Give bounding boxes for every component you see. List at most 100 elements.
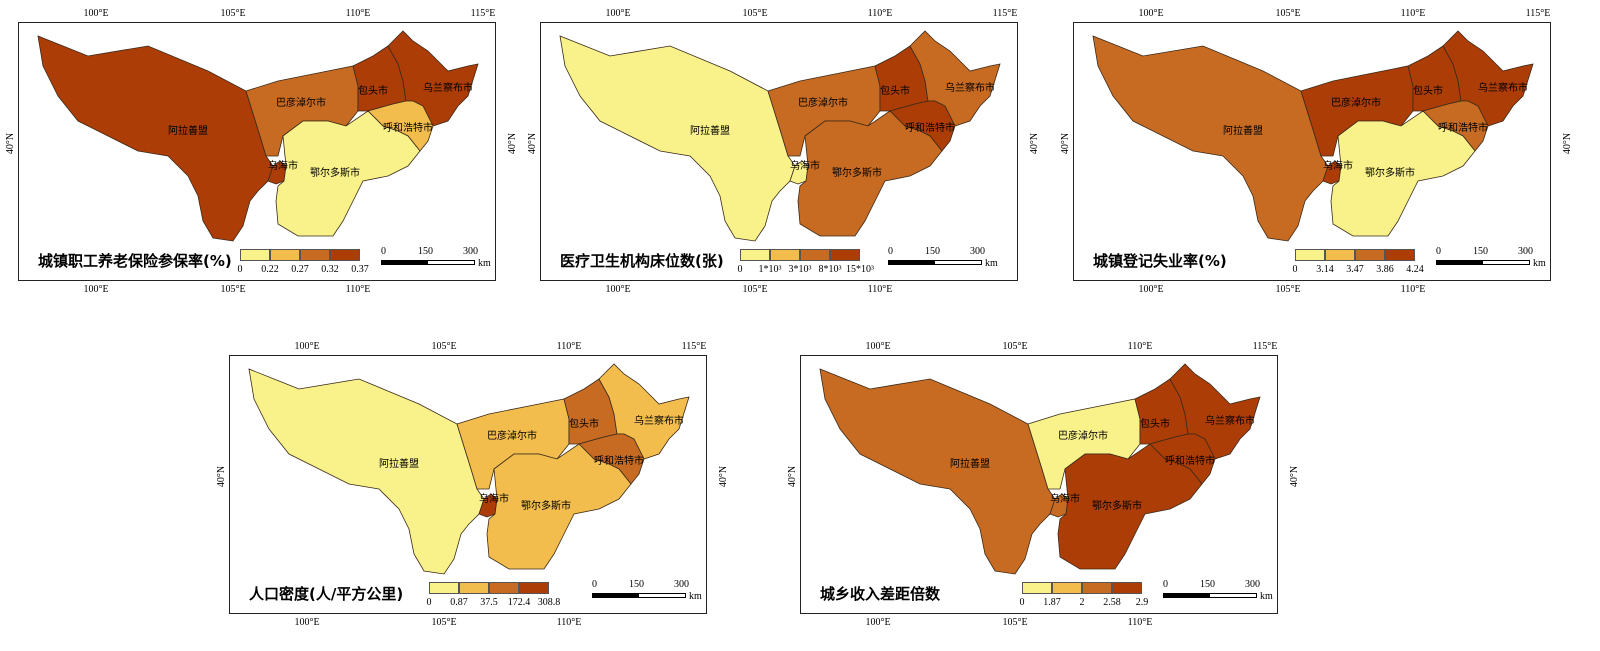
region-label: 包头市 <box>358 84 388 97</box>
longitude-tick-label: 105°E <box>1002 617 1028 628</box>
region-乌兰察布市[interactable] <box>387 30 479 127</box>
longitude-tick-label: 110°E <box>556 341 582 352</box>
region-label: 阿拉善盟 <box>950 457 990 470</box>
longitude-tick-label: 100°E <box>1138 284 1164 295</box>
region-乌兰察布市[interactable] <box>909 30 1001 127</box>
scale-bar-label: 0 <box>1436 246 1441 257</box>
map-panel-population-density: 100°E 105°E 110°E 115°E 100°E 105°E 110°E 40°N 4… <box>216 341 729 628</box>
region-鄂尔多斯市[interactable] <box>275 110 421 237</box>
longitude-tick-label: 100°E <box>294 341 320 352</box>
region-label: 呼和浩特市 <box>594 454 644 467</box>
map-panel-income-gap: 100°E 105°E 110°E 115°E 100°E 105°E 110°E 40°N 4… <box>787 341 1300 628</box>
scale-bar <box>1163 593 1257 598</box>
region-label: 乌海市 <box>1323 159 1353 172</box>
legend-break-label: 2.58 <box>1103 597 1121 608</box>
region-鄂尔多斯市[interactable] <box>797 110 943 237</box>
region-label: 鄂尔多斯市 <box>310 166 360 179</box>
scale-bar-label: 300 <box>1518 246 1533 257</box>
region-乌兰察布市[interactable] <box>598 363 690 460</box>
map-title: 城镇登记失业率(%) <box>1093 252 1227 270</box>
region-鄂尔多斯市[interactable] <box>1330 110 1476 237</box>
longitude-tick-label: 110°E <box>1400 284 1426 295</box>
legend-break-label: 0 <box>237 264 243 275</box>
longitude-tick-label: 115°E <box>1525 8 1551 19</box>
region-label: 巴彦淖尔市 <box>1058 429 1108 442</box>
longitude-tick-label: 105°E <box>431 341 457 352</box>
region-label: 鄂尔多斯市 <box>521 499 571 512</box>
region-label: 乌兰察布市 <box>1478 81 1528 94</box>
legend-swatch <box>1295 249 1325 261</box>
region-鄂尔多斯市[interactable] <box>1057 443 1203 570</box>
region-乌兰察布市[interactable] <box>1442 30 1534 127</box>
scale-bar <box>592 593 686 598</box>
map-panel-unemployment: 100°E 105°E 110°E 115°E 100°E 105°E 110°E 40°N 4… <box>1060 8 1573 295</box>
longitude-tick-label: 115°E <box>681 341 707 352</box>
region-阿拉善盟[interactable] <box>37 35 274 242</box>
scale-bar-label: 150 <box>629 579 644 590</box>
latitude-tick-label: 40°N <box>527 132 539 155</box>
legend-break-label: 3.47 <box>1346 264 1364 275</box>
region-label: 乌海市 <box>479 492 509 505</box>
legend-break-label: 0.27 <box>291 264 309 275</box>
latitude-tick-label: 40°N <box>507 132 519 155</box>
longitude-tick-label: 105°E <box>742 8 768 19</box>
longitude-tick-label: 100°E <box>865 617 891 628</box>
legend-swatch <box>1385 249 1415 261</box>
map-title: 城乡收入差距倍数 <box>820 585 941 603</box>
legend-break-label: 8*10³ <box>818 264 842 275</box>
legend-break-label: 0 <box>426 597 432 608</box>
scale-bar-unit: km <box>985 258 998 269</box>
scale-bar-unit: km <box>1533 258 1546 269</box>
region-label: 巴彦淖尔市 <box>798 96 848 109</box>
region-label: 包头市 <box>1140 417 1170 430</box>
region-label: 包头市 <box>569 417 599 430</box>
scale-bar-label: 150 <box>418 246 433 257</box>
region-阿拉善盟[interactable] <box>819 368 1056 575</box>
region-阿拉善盟[interactable] <box>248 368 485 575</box>
region-label: 包头市 <box>880 84 910 97</box>
legend-break-label: 1*10³ <box>758 264 782 275</box>
region-乌兰察布市[interactable] <box>1169 363 1261 460</box>
scale-bar-label: 300 <box>970 246 985 257</box>
region-阿拉善盟[interactable] <box>559 35 796 242</box>
region-阿拉善盟[interactable] <box>1092 35 1329 242</box>
legend-break-label: 1.87 <box>1043 597 1061 608</box>
scale-bar-label: 0 <box>1163 579 1168 590</box>
region-label: 乌海市 <box>790 159 820 172</box>
region-label: 呼和浩特市 <box>905 121 955 134</box>
region-label: 乌兰察布市 <box>945 81 995 94</box>
region-鄂尔多斯市[interactable] <box>486 443 632 570</box>
region-label: 乌兰察布市 <box>1205 414 1255 427</box>
longitude-tick-label: 105°E <box>1275 284 1301 295</box>
scale-bar-label: 0 <box>888 246 893 257</box>
scale-bar-label: 300 <box>1245 579 1260 590</box>
legend-break-label: 0.87 <box>450 597 468 608</box>
longitude-tick-label: 100°E <box>83 8 109 19</box>
legend-swatch <box>740 249 770 261</box>
region-label: 阿拉善盟 <box>690 124 730 137</box>
longitude-tick-label: 105°E <box>1002 341 1028 352</box>
scale-bar <box>381 260 475 265</box>
map-title: 人口密度(人/平方公里) <box>249 585 404 603</box>
scale-bar <box>1436 260 1530 265</box>
longitude-tick-label: 110°E <box>867 284 893 295</box>
scale-bar-label: 150 <box>1473 246 1488 257</box>
longitude-tick-label: 100°E <box>865 341 891 352</box>
longitude-tick-label: 115°E <box>992 8 1018 19</box>
region-label: 乌兰察布市 <box>423 81 473 94</box>
legend-break-label: 172.4 <box>507 597 531 608</box>
legend-swatch <box>300 249 330 261</box>
latitude-tick-label: 40°N <box>1029 132 1041 155</box>
map-title: 城镇职工养老保险参保率(%) <box>38 252 232 270</box>
region-label: 鄂尔多斯市 <box>1092 499 1142 512</box>
longitude-tick-label: 100°E <box>294 617 320 628</box>
region-label: 巴彦淖尔市 <box>487 429 537 442</box>
latitude-tick-label: 40°N <box>718 465 730 488</box>
scale-bar-unit: km <box>689 591 702 602</box>
legend-swatch <box>1052 582 1082 594</box>
latitude-tick-label: 40°N <box>787 465 799 488</box>
legend-swatch <box>429 582 459 594</box>
